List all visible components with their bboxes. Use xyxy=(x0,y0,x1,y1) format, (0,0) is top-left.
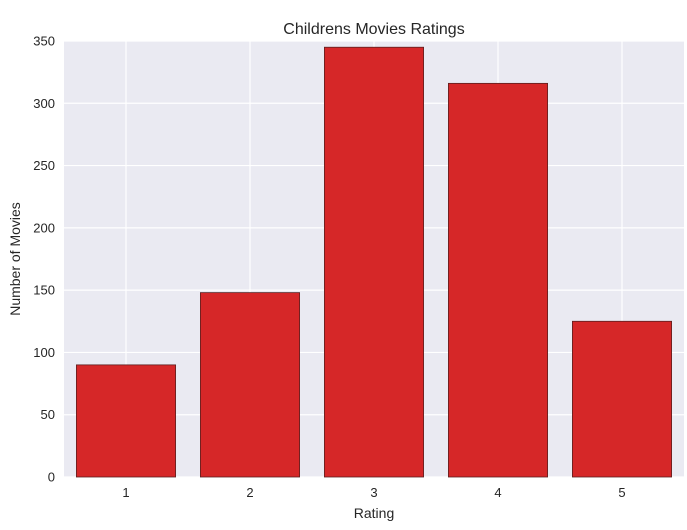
x-tick-label: 5 xyxy=(618,485,625,500)
x-tick-label: 4 xyxy=(494,485,501,500)
x-tick-labels: 1 2 3 4 5 xyxy=(122,485,625,500)
bar-rating-1 xyxy=(76,364,176,478)
x-tick-label: 2 xyxy=(246,485,253,500)
bar-rating-5 xyxy=(572,320,673,478)
x-tick-label: 3 xyxy=(370,485,377,500)
bar-rating-4 xyxy=(447,82,548,478)
x-tick-label: 1 xyxy=(122,485,129,500)
bar-rating-3 xyxy=(323,46,424,478)
bars xyxy=(76,46,673,478)
y-tick-label: 100 xyxy=(33,345,55,360)
x-axis-label: Rating xyxy=(354,505,394,521)
bar-rating-2 xyxy=(199,292,300,478)
y-tick-label: 50 xyxy=(41,407,55,422)
y-tick-label: 250 xyxy=(33,158,55,173)
y-tick-label: 0 xyxy=(48,470,55,485)
y-tick-labels: 0 50 100 150 200 250 300 350 xyxy=(33,34,55,485)
y-tick-label: 350 xyxy=(33,34,55,49)
y-axis-label: Number of Movies xyxy=(7,202,23,316)
chart-title: Childrens Movies Ratings xyxy=(283,21,464,38)
y-tick-label: 150 xyxy=(33,283,55,298)
y-tick-label: 300 xyxy=(33,96,55,111)
y-tick-label: 200 xyxy=(33,220,55,235)
